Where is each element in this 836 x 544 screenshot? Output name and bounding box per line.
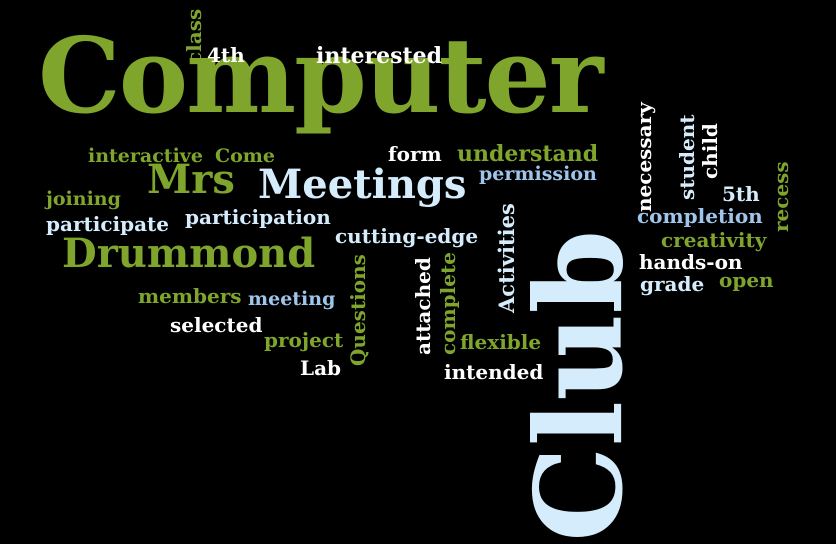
- word-4th: 4th: [207, 43, 245, 67]
- word-necessary: necessary: [632, 102, 656, 212]
- word-flexible: flexible: [460, 330, 542, 354]
- word-permission: permission: [479, 163, 597, 185]
- word-intended: intended: [444, 360, 544, 384]
- word-club: Club: [509, 229, 650, 542]
- word-cutting-edge: cutting-edge: [335, 224, 479, 248]
- word-hands-on: hands-on: [639, 250, 743, 274]
- word-activities: Activities: [494, 203, 519, 313]
- word-participation: participation: [185, 205, 331, 229]
- word-come: Come: [215, 145, 275, 167]
- word-attached: attached: [411, 257, 435, 355]
- word-recess: recess: [769, 161, 793, 232]
- word-selected: selected: [170, 313, 263, 337]
- word-interested: interested: [316, 43, 443, 69]
- word-lab: Lab: [300, 356, 342, 380]
- word-questions: Questions: [346, 254, 370, 366]
- word-5th: 5th: [722, 182, 760, 206]
- word-mrs: Mrs: [147, 156, 235, 203]
- word-class: class: [182, 8, 206, 64]
- word-understand: understand: [457, 141, 599, 167]
- word-drummond: Drummond: [62, 230, 316, 277]
- word-members: members: [138, 284, 242, 308]
- word-computer: Computer: [38, 14, 604, 137]
- word-complete: complete: [436, 252, 460, 355]
- word-meeting: meeting: [248, 288, 336, 310]
- word-open: open: [719, 268, 774, 292]
- word-child: child: [698, 123, 722, 179]
- word-joining: joining: [46, 188, 121, 210]
- word-completion: completion: [637, 204, 763, 228]
- word-project: project: [264, 328, 344, 352]
- word-grade: grade: [640, 272, 705, 296]
- word-student: student: [675, 114, 699, 200]
- word-participate: participate: [46, 212, 169, 236]
- word-interactive: interactive: [88, 145, 203, 167]
- word-form: form: [388, 142, 442, 166]
- word-creativity: creativity: [661, 228, 767, 252]
- word-meetings: Meetings: [258, 161, 467, 208]
